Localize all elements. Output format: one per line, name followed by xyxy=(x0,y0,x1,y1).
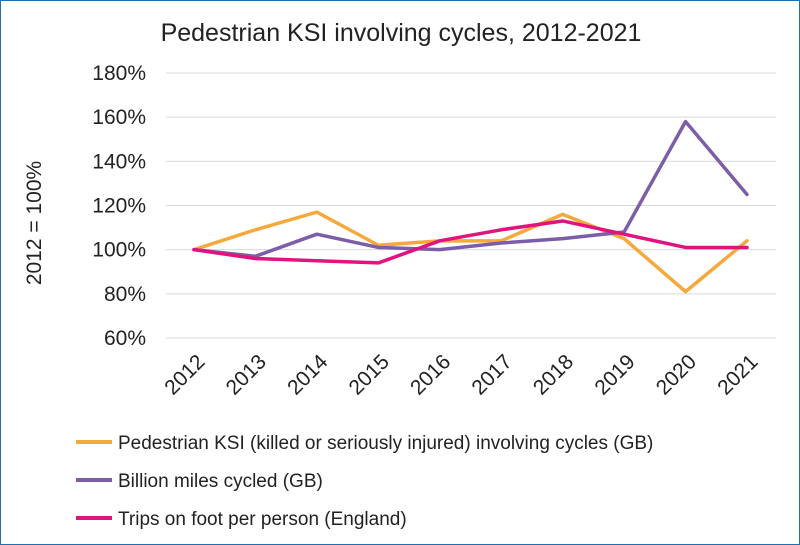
x-tick-label: 2019 xyxy=(590,350,639,399)
x-tick-label: 2016 xyxy=(406,350,455,399)
y-axis-ticks: 60% 80% 100% 120% 140% 160% 180% xyxy=(92,62,146,350)
x-tick-label: 2012 xyxy=(160,350,209,399)
y-tick-label: 100% xyxy=(92,239,146,262)
legend: Pedestrian KSI (killed or seriously inju… xyxy=(76,433,653,530)
x-tick-label: 2020 xyxy=(652,350,701,399)
y-tick-label: 160% xyxy=(92,106,146,129)
legend-label-1: Pedestrian KSI (killed or seriously inju… xyxy=(118,433,653,454)
legend-label-3: Trips on foot per person (England) xyxy=(118,509,407,530)
x-tick-label: 2018 xyxy=(529,350,578,399)
chart-title: Pedestrian KSI involving cycles, 2012-20… xyxy=(161,19,642,47)
gridlines xyxy=(166,72,776,339)
x-tick-label: 2013 xyxy=(222,350,271,399)
x-tick-label: 2021 xyxy=(713,350,762,399)
x-tick-label: 2015 xyxy=(345,350,394,399)
series-lines xyxy=(192,119,749,294)
x-tick-label: 2014 xyxy=(283,350,333,400)
y-tick-label: 120% xyxy=(92,195,146,218)
x-axis-ticks: 2012 2013 2014 2015 2016 2017 2018 2019 2020 2021 xyxy=(160,350,762,400)
legend-label-2: Billion miles cycled (GB) xyxy=(118,471,323,492)
series-line-3 xyxy=(192,219,749,265)
y-tick-label: 60% xyxy=(104,327,146,350)
y-tick-label: 80% xyxy=(104,283,146,306)
y-tick-label: 140% xyxy=(92,150,146,173)
y-tick-label: 180% xyxy=(92,62,146,85)
x-tick-label: 2017 xyxy=(467,350,516,399)
series-line-2 xyxy=(192,119,749,259)
y-axis-label: 2012 = 100% xyxy=(23,161,46,285)
series-line-1 xyxy=(192,210,749,294)
